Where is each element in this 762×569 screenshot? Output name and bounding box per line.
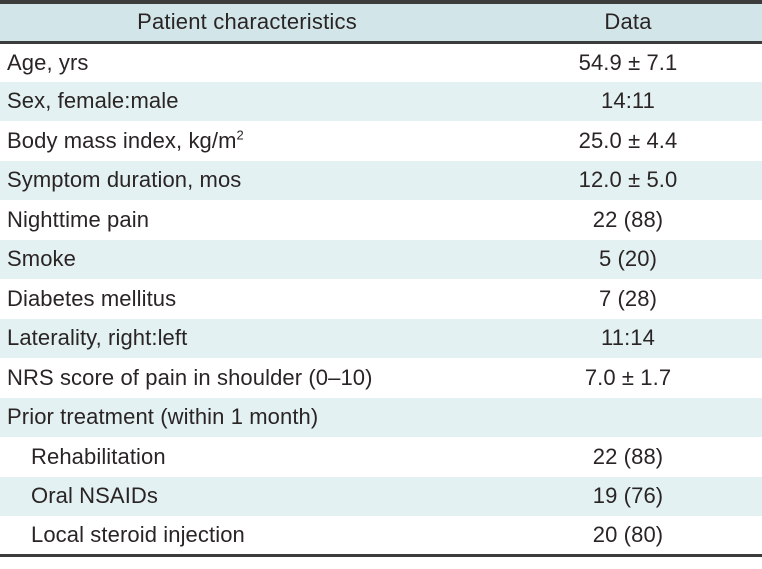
characteristic-cell: Smoke <box>0 240 494 280</box>
table-row: Diabetes mellitus 7 (28) <box>0 279 762 319</box>
characteristic-label: Nighttime pain <box>7 206 150 232</box>
characteristic-label: Body mass index, kg/m <box>7 127 237 153</box>
data-cell: 11:14 <box>601 325 655 351</box>
data-cell: 14:11 <box>601 88 655 114</box>
characteristic-cell: Prior treatment (within 1 month) <box>0 398 494 438</box>
table-row: Body mass index, kg/m2 25.0 ± 4.4 <box>0 121 762 161</box>
characteristic-label: Age, yrs <box>7 49 89 75</box>
characteristic-label: Oral NSAIDs <box>31 483 159 509</box>
characteristic-label: Diabetes mellitus <box>7 285 177 311</box>
characteristic-label: Rehabilitation <box>31 443 166 469</box>
characteristic-label: Laterality, right:left <box>7 325 188 351</box>
table-row: Local steroid injection 20 (80) <box>0 516 762 556</box>
data-cell: 22 (88) <box>592 443 664 469</box>
data-cell: 7.0 ± 1.7 <box>584 364 672 390</box>
characteristic-cell: Age, yrs <box>0 42 494 82</box>
characteristic-label: Local steroid injection <box>31 522 245 547</box>
characteristic-cell: Diabetes mellitus <box>0 279 494 319</box>
header-row: Patient characteristics Data <box>0 2 762 44</box>
characteristic-label: Smoke <box>7 246 76 272</box>
data-cell: 25.0 ± 4.4 <box>578 127 678 153</box>
table-row: Symptom duration, mos 12.0 ± 5.0 <box>0 160 762 201</box>
characteristic-label: NRS score of pain in shoulder (0–10) <box>7 364 373 390</box>
characteristic-cell: Oral NSAIDs <box>0 477 494 517</box>
header-data: Data <box>494 2 762 44</box>
data-cell: 22 (88) <box>592 206 664 232</box>
table-row: Nighttime pain 22 (88) <box>0 200 762 240</box>
table-row: Rehabilitation 22 (88) <box>0 437 762 477</box>
characteristic-cell: Laterality, right:left <box>0 319 494 359</box>
data-cell <box>494 398 762 438</box>
table-row: Sex, female:male 14:11 <box>0 81 762 122</box>
data-cell: 12.0 ± 5.0 <box>578 167 678 193</box>
header-characteristics: Patient characteristics <box>0 2 494 44</box>
superscript: 2 <box>236 127 244 143</box>
characteristic-label: Sex, female:male <box>7 88 179 114</box>
table-row: Oral NSAIDs 19 (76) <box>0 476 762 517</box>
data-cell: 5 (20) <box>598 246 658 272</box>
characteristic-cell: Rehabilitation <box>0 437 494 477</box>
patient-characteristics-table: Patient characteristics Data Age, yrs 54.… <box>0 0 762 557</box>
data-cell: 54.9 ± 7.1 <box>578 49 678 75</box>
characteristic-label: Symptom duration, mos <box>7 167 242 193</box>
data-cell: 7 (28) <box>598 285 658 311</box>
table-row: Prior treatment (within 1 month) <box>0 397 762 438</box>
characteristic-cell: Local steroid injection <box>0 516 494 556</box>
table-row: NRS score of pain in shoulder (0–10) 7.0 … <box>0 358 762 398</box>
characteristic-cell: Nighttime pain <box>0 200 494 240</box>
characteristic-cell: Symptom duration, mos <box>0 161 494 201</box>
table-row: Age, yrs 54.9 ± 7.1 <box>0 42 762 82</box>
table-row: Laterality, right:left 11:14 <box>0 318 762 359</box>
table-row: Smoke 5 (20) <box>0 239 762 280</box>
characteristic-cell: NRS score of pain in shoulder (0–10) <box>0 358 494 398</box>
characteristic-cell: Body mass index, kg/m2 <box>0 121 494 161</box>
table-body: Age, yrs 54.9 ± 7.1 Sex, female:male 14:11 B… <box>0 42 762 556</box>
characteristic-label: Prior treatment (within 1 month) <box>7 404 319 430</box>
data-cell: 19 (76) <box>592 483 664 509</box>
characteristic-cell: Sex, female:male <box>0 82 494 122</box>
data-cell: 20 (80) <box>592 522 664 547</box>
